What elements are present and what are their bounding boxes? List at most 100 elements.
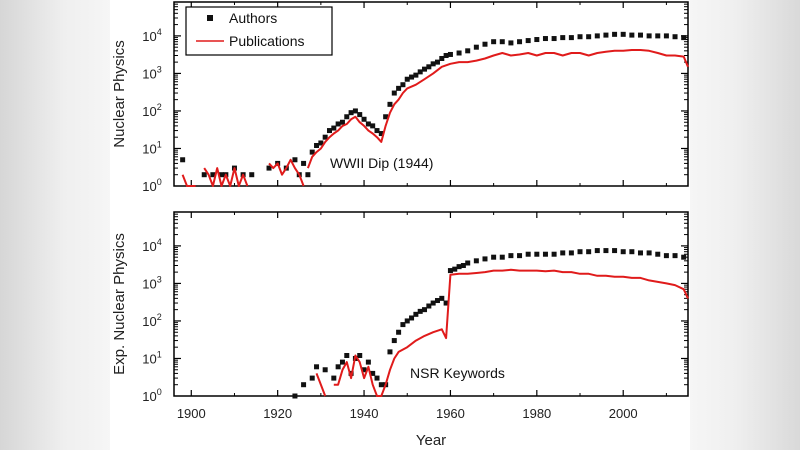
x-tick-label: 2000	[609, 406, 638, 421]
y-tick-label-base: 10	[142, 179, 156, 194]
y-tick-label: 102	[142, 102, 161, 119]
series-authors-point	[422, 307, 428, 313]
series-authors-point	[542, 36, 548, 42]
series-authors-point	[378, 131, 384, 137]
series-publications-line	[181, 174, 196, 187]
series-authors-point	[426, 64, 432, 70]
series-authors-point	[387, 101, 393, 107]
series-authors-point	[335, 364, 341, 370]
series-authors-point	[452, 266, 458, 272]
series-authors-point	[646, 250, 652, 256]
y-tick-label: 104	[142, 237, 161, 254]
series-authors-point	[335, 121, 341, 127]
legend-authors-label: Authors	[229, 10, 277, 26]
series-authors-point	[508, 253, 514, 259]
series-authors-point	[620, 249, 626, 255]
series-authors-point	[404, 76, 410, 82]
series-authors-point	[365, 121, 371, 127]
series-publications-line	[333, 268, 689, 397]
series-publications-line	[306, 49, 689, 169]
series-authors-point	[568, 250, 574, 256]
series-authors-point	[672, 253, 678, 259]
series-authors-point	[309, 375, 315, 381]
series-authors-point	[663, 253, 669, 259]
series-authors-point	[391, 338, 397, 344]
series-authors-point	[396, 85, 402, 91]
y-tick-label-base: 10	[142, 29, 156, 44]
series-authors-point	[551, 251, 557, 257]
y-tick-label-base: 10	[142, 141, 156, 156]
legend-authors-marker	[207, 15, 213, 21]
series-authors-point	[391, 90, 397, 96]
series-authors-point	[499, 39, 505, 45]
series-authors-point	[301, 160, 307, 166]
series-authors-point	[482, 256, 488, 262]
series-authors-point	[400, 82, 406, 88]
series-authors-point	[365, 359, 371, 365]
series-authors-point	[413, 72, 419, 78]
series-authors-point	[396, 329, 402, 335]
series-publications-line	[315, 373, 327, 397]
y-tick-label-base: 10	[142, 104, 156, 119]
series-authors-point	[322, 367, 328, 373]
series-authors-point	[357, 353, 363, 359]
series-authors-point	[586, 249, 592, 255]
series-authors-point	[400, 322, 406, 328]
series-authors-point	[568, 35, 574, 41]
series-authors-point	[517, 39, 523, 45]
series-authors-point	[417, 69, 423, 75]
series-authors-point	[629, 249, 635, 255]
series-authors-point	[560, 250, 566, 256]
series-authors-point	[577, 34, 583, 40]
series-authors-point	[534, 37, 540, 43]
series-authors-point	[443, 53, 449, 59]
x-tick-label: 1940	[350, 406, 379, 421]
series-authors-point	[612, 248, 618, 254]
series-authors-point	[434, 298, 440, 304]
y-tick-label: 103	[142, 64, 161, 81]
y-tick-label: 104	[142, 27, 161, 44]
series-authors-point	[378, 382, 384, 388]
x-tick-label: 1920	[263, 406, 292, 421]
series-publications-line	[268, 158, 305, 187]
series-authors-point	[361, 367, 367, 373]
series-publications-line	[203, 167, 249, 187]
series-authors-point	[374, 375, 380, 381]
series-authors-point	[383, 114, 389, 120]
series-authors-point	[637, 250, 643, 256]
series-authors-point	[482, 41, 488, 47]
y-tick-label-exponent: 3	[157, 64, 162, 74]
series-authors-point	[430, 61, 436, 67]
series-authors-point	[551, 36, 557, 42]
series-authors-point	[447, 268, 453, 274]
series-authors-point	[292, 157, 298, 163]
series-authors-point	[491, 254, 497, 260]
y-tick-label: 102	[142, 312, 161, 329]
series-authors-point	[508, 40, 514, 46]
series-authors-point	[443, 300, 449, 306]
series-authors-point	[430, 300, 436, 306]
series-authors-point	[456, 264, 462, 270]
y-tick-label-exponent: 2	[157, 102, 162, 112]
series-authors-point	[219, 172, 225, 178]
plot-frame	[173, 211, 689, 397]
series-authors-point	[560, 35, 566, 41]
annotation-text: WWII Dip (1944)	[330, 155, 433, 171]
series-authors-point	[663, 33, 669, 39]
y-tick-label-exponent: 4	[157, 237, 162, 247]
series-authors-point	[426, 303, 432, 309]
series-authors-point	[620, 31, 626, 37]
series-authors-point	[525, 251, 531, 257]
series-authors-point	[534, 251, 540, 257]
series-authors-point	[301, 382, 307, 388]
y-tick-label: 100	[142, 387, 161, 404]
series-authors-point	[344, 114, 350, 120]
figure: 100 101 102 103 104 Nuclear Physics WWII Dip (…	[110, 0, 690, 450]
x-tick-label: 1960	[436, 406, 465, 421]
series-authors-point	[331, 125, 337, 131]
series-authors-point	[404, 318, 410, 324]
y-tick-label: 101	[142, 349, 161, 366]
series-authors-point	[491, 39, 497, 45]
series-authors-point	[594, 248, 600, 254]
series-authors-point	[577, 249, 583, 255]
